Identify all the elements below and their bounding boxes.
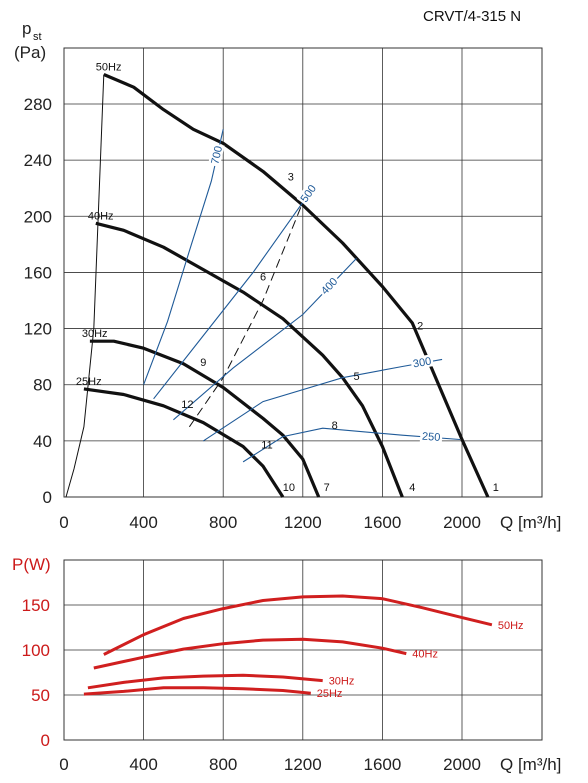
fan-curve-label-50hz: 50Hz — [96, 62, 122, 74]
pressure-x-tick: 800 — [209, 513, 237, 532]
system-curve-label-bg — [207, 142, 225, 168]
operating-point-6: 6 — [260, 271, 266, 283]
fan-curve-25hz — [83, 387, 285, 498]
pressure-y-tick: 240 — [24, 151, 52, 170]
operating-point-9: 9 — [200, 357, 206, 369]
y-axis-label-sub: st — [33, 31, 42, 43]
power-curve-30hz — [87, 673, 323, 690]
power-curve-40hz — [93, 637, 407, 670]
operating-point-3: 3 — [288, 172, 294, 184]
power-y-tick: 0 — [41, 731, 50, 750]
power-x-tick: 800 — [209, 755, 237, 774]
system-curve-label-300: 300 — [412, 355, 432, 370]
pressure-chart: p st (Pa) Q [m³/h] 040801201602002402800… — [14, 19, 561, 532]
pressure-x-tick: 2000 — [443, 513, 481, 532]
chart-title: CRVT/4-315 N — [423, 8, 521, 25]
fan-curve-label-30hz: 30Hz — [82, 328, 108, 340]
fan-curve-50hz — [103, 73, 490, 498]
operating-point-7: 7 — [324, 482, 330, 494]
operating-point-11: 11 — [261, 440, 272, 452]
system-curve-label-250: 250 — [422, 431, 441, 444]
system-curve-label-bg — [296, 180, 320, 206]
pressure-y-tick: 160 — [24, 263, 52, 282]
operating-point-2: 2 — [417, 320, 423, 332]
operating-point-4: 4 — [409, 482, 415, 494]
operating-point-8: 8 — [332, 420, 338, 432]
power-y-tick: 150 — [22, 596, 50, 615]
pressure-y-tick: 120 — [24, 320, 52, 339]
power-y-tick: 100 — [22, 641, 50, 660]
zero-flow-curve — [65, 74, 105, 498]
operating-point-12: 12 — [181, 399, 193, 411]
fan-curve-label-25hz: 25Hz — [76, 376, 102, 388]
system-curve-label-bg — [317, 273, 341, 298]
power-y-axis-label: P(W) — [12, 555, 51, 574]
power-x-tick: 400 — [129, 755, 157, 774]
system-curve-label-700: 700 — [209, 145, 225, 166]
fan-curve-30hz — [89, 339, 321, 498]
power-curve-label-25hz: 25Hz — [317, 688, 343, 700]
power-chart: P(W) Q [m³/h] 0 50 100 150 0 400 800 1200 1600 20… — [12, 555, 561, 774]
x-axis-label: Q [m³/h] — [500, 513, 561, 532]
power-x-tick: 1600 — [363, 755, 401, 774]
fan-curve-40hz — [95, 221, 404, 498]
pressure-x-tick: 0 — [59, 513, 68, 532]
pressure-grid — [63, 47, 543, 498]
power-curve-label-30hz: 30Hz — [329, 676, 355, 688]
operating-point-1: 1 — [493, 482, 499, 494]
y-axis-label-main: p — [22, 19, 31, 38]
pressure-x-tick: 1600 — [363, 513, 401, 532]
operating-point-5: 5 — [353, 371, 359, 383]
pressure-curves: 50Hz 40Hz 30Hz 25Hz — [65, 62, 490, 498]
pressure-y-tick: 280 — [24, 95, 52, 114]
pressure-y-tick: 80 — [33, 376, 52, 395]
dashed-reference-line — [188, 202, 304, 428]
y-axis-unit: (Pa) — [14, 43, 46, 62]
power-curve-25hz — [83, 686, 311, 696]
power-tick-labels: 0 50 100 150 0 400 800 1200 1600 2000 — [22, 596, 481, 774]
operating-point-10: 10 — [283, 482, 295, 494]
power-curve-label-40hz: 40Hz — [412, 649, 438, 661]
pressure-y-tick: 40 — [33, 432, 52, 451]
pressure-tick-labels: 0 40 80 120 160 200 240 280 0 400 800 1200 1600 2000 — [24, 95, 481, 532]
power-x-tick: 0 — [59, 755, 68, 774]
pressure-y-tick: 0 — [43, 488, 52, 507]
power-y-tick: 50 — [31, 686, 50, 705]
power-x-axis-label: Q [m³/h] — [500, 755, 561, 774]
power-curve-50hz — [103, 594, 493, 656]
power-x-tick: 1200 — [284, 755, 322, 774]
pressure-y-tick: 200 — [24, 207, 52, 226]
fan-curve-label-40hz: 40Hz — [88, 210, 114, 222]
pressure-x-tick: 1200 — [284, 513, 322, 532]
power-curve-label-50hz: 50Hz — [498, 620, 524, 632]
power-x-tick: 2000 — [443, 755, 481, 774]
pressure-x-tick: 400 — [129, 513, 157, 532]
system-curve-label-bg — [419, 429, 443, 444]
power-grid — [63, 559, 543, 741]
system-curve-label-bg — [410, 354, 434, 370]
